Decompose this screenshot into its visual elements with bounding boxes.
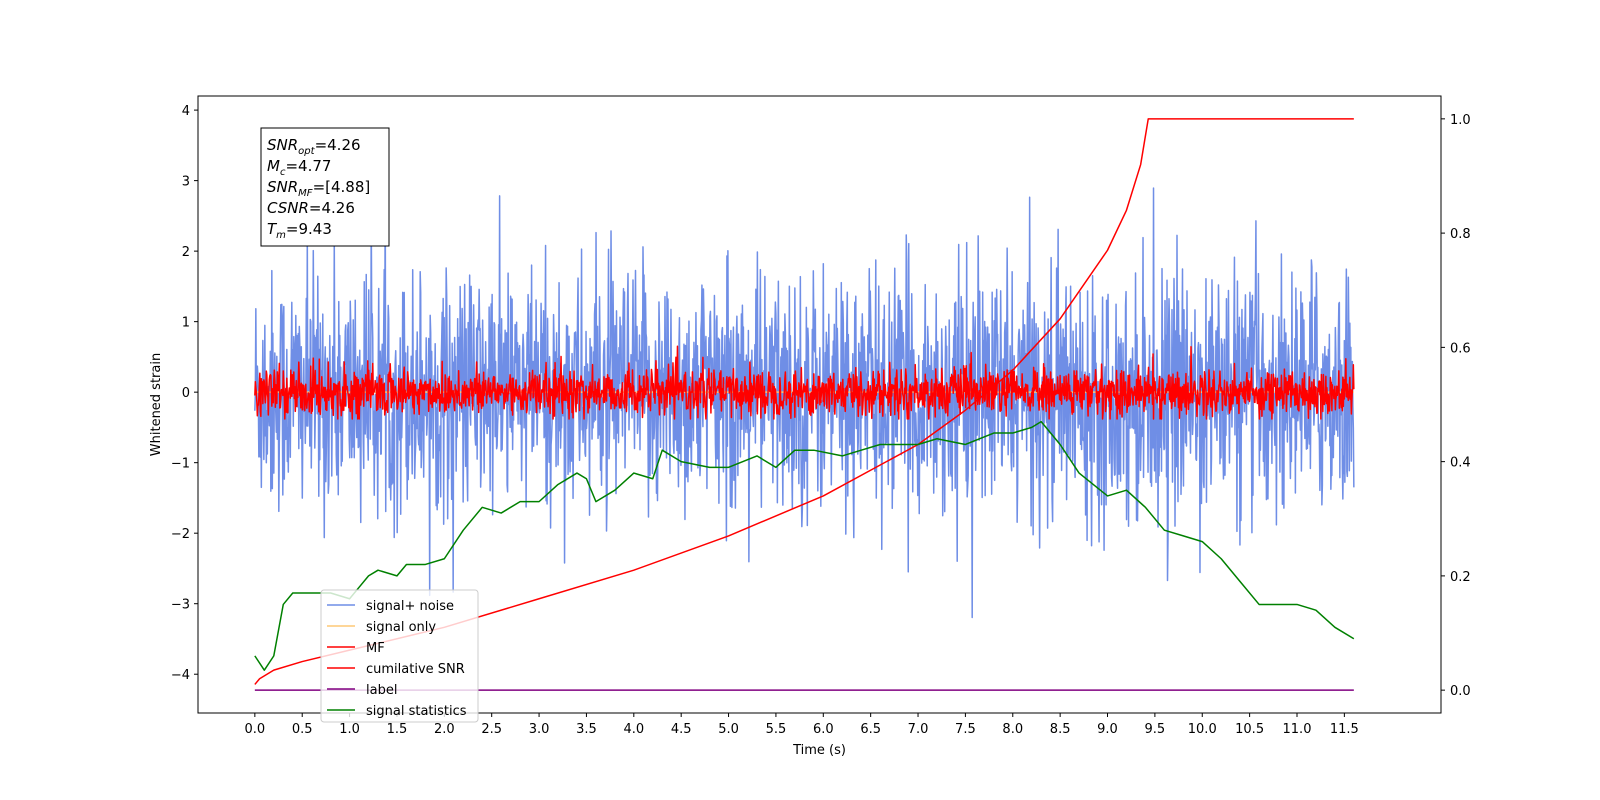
x-tick-label: 11.0 [1283, 722, 1312, 737]
y2-tick-label: 0.4 [1450, 456, 1471, 471]
legend-frame [320, 589, 479, 723]
y2-tick-label: 0.6 [1450, 341, 1471, 356]
annotation-subscript: m [276, 230, 286, 241]
legend-entry: signal only [366, 620, 436, 635]
y2-tick-label: 1.0 [1450, 113, 1471, 128]
x-tick-label: 8.5 [1050, 722, 1071, 737]
annotation-value: =9.43 [286, 220, 332, 238]
y-tick-label: −4 [171, 668, 190, 683]
annotation-symbol: CSNR [267, 199, 309, 217]
annotation-box: SNRopt=4.26Mc=4.77SNRMF=[4.88]CSNR=4.26T… [260, 127, 390, 247]
annotation-subscript: MF [298, 188, 313, 199]
x-tick-label: 1.0 [339, 722, 360, 737]
x-tick-label: 10.5 [1235, 722, 1264, 737]
x-tick-label: 0.5 [292, 722, 313, 737]
x-tick-label: 2.5 [481, 722, 502, 737]
x-tick-label: 10.0 [1188, 722, 1217, 737]
y-tick-label: 0 [182, 386, 190, 401]
annotation-symbol: SNR [267, 178, 298, 196]
y-tick-label: 2 [182, 245, 190, 260]
x-tick-label: 2.0 [434, 722, 455, 737]
series-signal-statistics [254, 420, 1355, 671]
annotation-symbol: SNR [267, 136, 298, 154]
series-mf [254, 345, 1355, 420]
y-tick-label: 1 [182, 316, 190, 331]
annotation-subscript: c [280, 167, 286, 178]
x-axis-label: Time (s) [792, 743, 846, 758]
legend-entry: label [366, 683, 397, 698]
y-axis-right: 0.0 0.2 0.4 0.6 0.8 1.0 [1441, 113, 1471, 699]
x-tick-label: 7.5 [955, 722, 976, 737]
annotation-value: =4.26 [309, 199, 355, 217]
legend-entry: cumilative SNR [366, 662, 465, 677]
annotation-line: SNRopt=4.26 [267, 136, 361, 157]
annotation-symbol: T [267, 220, 278, 238]
y2-tick-label: 0.8 [1450, 227, 1471, 242]
annotation-line: CSNR=4.26 [267, 199, 355, 217]
legend-entry: MF [366, 641, 385, 656]
x-tick-label: 9.5 [1145, 722, 1166, 737]
y2-tick-label: 0.2 [1450, 570, 1471, 585]
x-tick-label: 0.0 [245, 722, 266, 737]
annotation-value: =[4.88] [313, 178, 371, 196]
legend-entry: signal statistics [366, 704, 467, 719]
y-tick-label: −1 [171, 457, 190, 472]
x-tick-label: 7.0 [908, 722, 929, 737]
legend-entry: signal+ noise [366, 599, 454, 614]
x-tick-label: 6.5 [860, 722, 881, 737]
y-axis-label: Whitened strain [149, 353, 164, 456]
y-tick-label: −2 [171, 527, 190, 542]
x-tick-label: 3.5 [576, 722, 597, 737]
x-tick-label: 4.0 [623, 722, 644, 737]
annotation-line: SNRMF=[4.88] [267, 178, 370, 199]
annotation-subscript: opt [298, 146, 315, 157]
annotation-line: Tm=9.43 [267, 220, 332, 241]
x-tick-label: 3.0 [529, 722, 550, 737]
series-cumilative-snr [254, 118, 1354, 685]
legend: signal+ noise signal only MF cumilative SNR… [320, 589, 479, 723]
annotation-value: =4.77 [285, 157, 331, 175]
y-tick-label: 3 [182, 175, 190, 190]
plot-frame [197, 95, 1442, 714]
y2-tick-label: 0.0 [1450, 684, 1471, 699]
y-axis-left: −4 −3 −2 −1 0 1 2 3 4 [171, 104, 198, 683]
y-tick-label: −3 [171, 598, 190, 613]
annotation-line: Mc=4.77 [267, 157, 331, 178]
x-tick-label: 9.0 [1097, 722, 1118, 737]
x-tick-label: 8.0 [1002, 722, 1023, 737]
x-axis: 0.0 0.5 1.0 1.5 2.0 2.5 3.0 3.5 4.0 4.5 5.0 5.5 6.0 6… [245, 713, 1359, 737]
x-tick-label: 11.5 [1330, 722, 1359, 737]
annotation-frame [260, 127, 390, 247]
y-tick-label: 4 [182, 104, 190, 119]
series-layer [254, 118, 1355, 691]
x-tick-label: 5.5 [766, 722, 787, 737]
x-tick-label: 5.0 [718, 722, 739, 737]
annotation-value: =4.26 [315, 136, 361, 154]
x-tick-label: 1.5 [387, 722, 408, 737]
annotation-symbol: M [267, 157, 280, 175]
x-tick-label: 6.0 [813, 722, 834, 737]
x-tick-label: 4.5 [671, 722, 692, 737]
